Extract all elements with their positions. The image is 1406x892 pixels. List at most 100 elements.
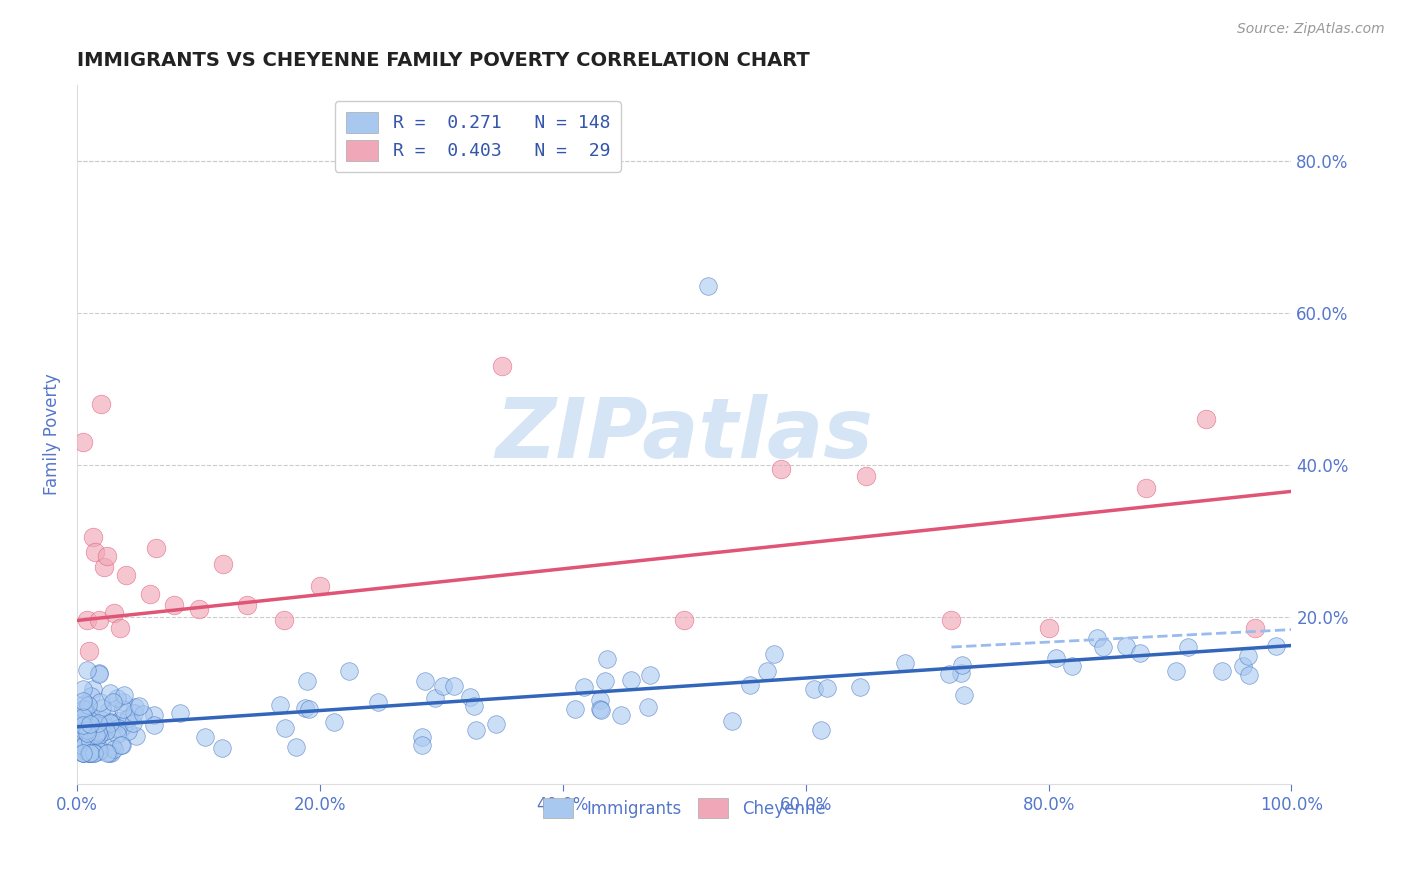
Point — [72, 694, 94, 708]
Point — [367, 696, 389, 710]
Point — [142, 717, 165, 731]
Point — [949, 665, 972, 680]
Point — [411, 739, 433, 753]
Point — [1195, 412, 1218, 426]
Point — [79, 747, 101, 761]
Point — [72, 435, 94, 450]
Point — [82, 530, 104, 544]
Point — [139, 587, 162, 601]
Point — [76, 723, 98, 737]
Point — [84, 728, 107, 742]
Point — [72, 702, 94, 716]
Point — [79, 747, 101, 761]
Point — [464, 723, 486, 737]
Point — [72, 747, 94, 761]
Point — [294, 701, 316, 715]
Point — [114, 568, 136, 582]
Point — [87, 665, 110, 680]
Point — [82, 714, 104, 728]
Point — [77, 747, 100, 761]
Point — [309, 579, 332, 593]
Point — [112, 702, 135, 716]
Point — [591, 703, 613, 717]
Point — [94, 720, 117, 734]
Point — [755, 664, 778, 678]
Point — [87, 716, 110, 731]
Point — [100, 715, 122, 730]
Point — [79, 734, 101, 748]
Point — [87, 744, 110, 758]
Point — [112, 688, 135, 702]
Point — [593, 673, 616, 688]
Point — [274, 722, 297, 736]
Point — [72, 718, 94, 732]
Point — [460, 690, 482, 705]
Point — [1244, 621, 1267, 635]
Text: Source: ZipAtlas.com: Source: ZipAtlas.com — [1237, 22, 1385, 37]
Point — [803, 682, 825, 697]
Point — [72, 682, 94, 697]
Point — [211, 740, 233, 755]
Point — [77, 721, 100, 735]
Point — [72, 739, 94, 753]
Point — [87, 725, 110, 739]
Point — [117, 723, 139, 738]
Point — [638, 668, 661, 682]
Point — [73, 737, 96, 751]
Point — [572, 680, 595, 694]
Point — [122, 706, 145, 720]
Point — [80, 689, 103, 703]
Point — [76, 664, 98, 678]
Point — [110, 738, 132, 752]
Point — [564, 701, 586, 715]
Point — [463, 699, 485, 714]
Point — [117, 710, 139, 724]
Point — [73, 744, 96, 758]
Point — [1264, 639, 1286, 653]
Point — [610, 707, 633, 722]
Point — [77, 644, 100, 658]
Point — [112, 695, 135, 709]
Point — [72, 706, 94, 721]
Point — [762, 648, 785, 662]
Point — [485, 717, 508, 731]
Point — [815, 681, 838, 696]
Text: ZIPatlas: ZIPatlas — [495, 394, 873, 475]
Point — [100, 747, 122, 761]
Point — [118, 711, 141, 725]
Point — [1092, 640, 1115, 654]
Point — [72, 727, 94, 741]
Point — [83, 721, 105, 735]
Point — [84, 545, 107, 559]
Point — [83, 747, 105, 761]
Point — [810, 723, 832, 738]
Point — [849, 680, 872, 694]
Point — [107, 714, 129, 728]
Point — [697, 279, 720, 293]
Point — [323, 714, 346, 729]
Point — [169, 706, 191, 720]
Point — [950, 658, 973, 673]
Point — [108, 621, 131, 635]
Point — [101, 695, 124, 709]
Point — [103, 606, 125, 620]
Point — [89, 695, 111, 709]
Point — [1237, 649, 1260, 664]
Point — [72, 740, 94, 755]
Point — [938, 667, 960, 681]
Point — [90, 700, 112, 714]
Point — [80, 735, 103, 749]
Point — [93, 560, 115, 574]
Point — [194, 730, 217, 744]
Point — [187, 602, 209, 616]
Point — [1129, 646, 1152, 660]
Point — [770, 461, 793, 475]
Point — [142, 707, 165, 722]
Point — [596, 652, 619, 666]
Point — [103, 742, 125, 756]
Point — [122, 716, 145, 731]
Point — [1164, 664, 1187, 678]
Point — [588, 702, 610, 716]
Point — [1177, 640, 1199, 655]
Point — [738, 678, 761, 692]
